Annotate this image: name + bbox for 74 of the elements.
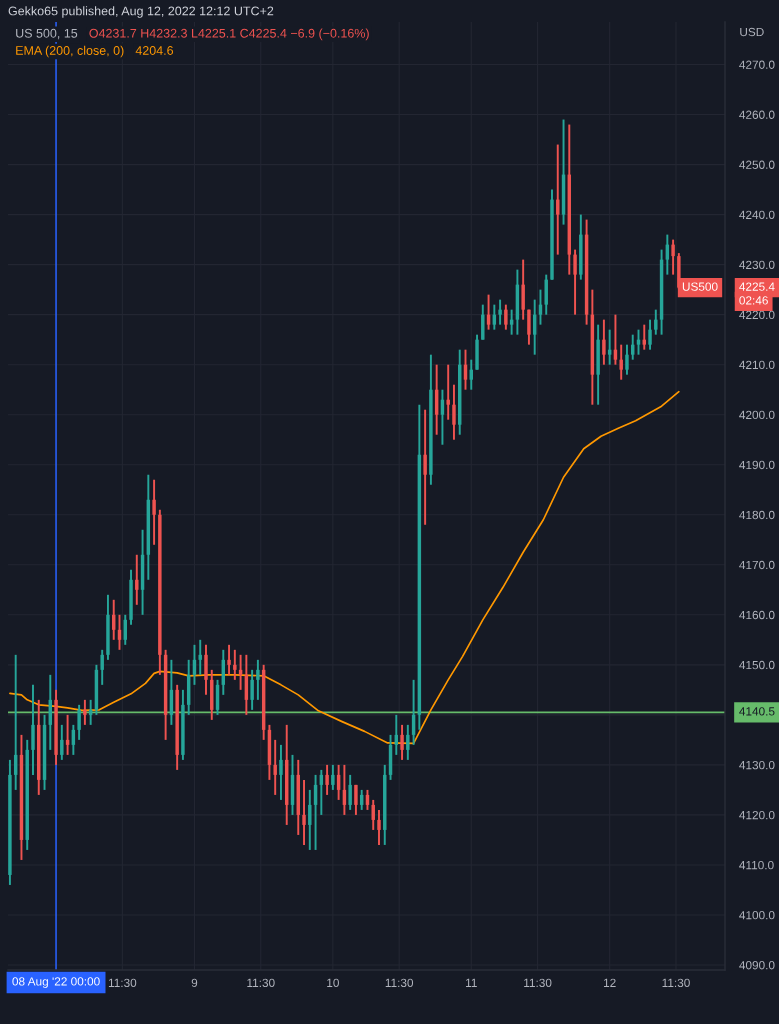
y-tick-label: 4240.0 (739, 210, 775, 219)
candlestick (573, 248, 577, 316)
candlestick (279, 743, 283, 801)
text: 4225.4 (739, 282, 775, 291)
y-tick-label: 4120.0 (739, 810, 775, 820)
candlestick (77, 703, 81, 741)
candlestick (227, 643, 231, 676)
candlestick (377, 808, 381, 846)
annotation: US500 (682, 282, 718, 291)
candlestick (498, 298, 502, 326)
candlestick (452, 383, 456, 441)
candlestick (671, 238, 675, 276)
y-axis-title: USD (740, 27, 764, 37)
y-tick-label: 4270.0 (739, 60, 775, 69)
ref-line-label: 4140.5 (739, 707, 775, 716)
y-tick-label: 4200.0 (739, 410, 775, 420)
text: EMA (200, close, 0) (16, 45, 124, 58)
candlestick (100, 648, 104, 686)
candlestick (625, 343, 629, 376)
y-tick-label: 4250.0 (739, 160, 775, 169)
annotation: O4231.7 H4232.3 L4225.1 C4225.4 −6.9 (−0.16%) (89, 28, 369, 41)
x-tick-label: 12 (604, 978, 616, 987)
candlestick (654, 308, 658, 336)
y-tick-label: 4190.0 (739, 460, 775, 470)
y-tick-label: 4100.0 (739, 911, 775, 920)
candlestick (302, 778, 306, 846)
line-series (9, 390, 680, 745)
y-tick-label: 4220.0 (739, 310, 775, 320)
x-tick-label: 11:30 (247, 978, 275, 987)
annotation: 4204.6 (135, 46, 174, 55)
candlestick (152, 478, 156, 546)
y-tick-label: 4160.0 (739, 610, 775, 620)
candlestick (273, 738, 277, 796)
text: 02:46 (739, 296, 768, 305)
ref-line-label: 08 Aug '22 00:00 (12, 977, 100, 988)
candlestick (354, 783, 358, 816)
y-tick-label: 4180.0 (739, 510, 775, 520)
x-tick-label: 11 (466, 978, 477, 987)
candlestick (256, 658, 260, 701)
candlestick (83, 698, 87, 726)
chart-title: Gekko65 published, Aug 12, 2022 12:12 UTC+2 (8, 6, 274, 18)
y-tick-label: 4150.0 (739, 660, 775, 670)
y-tick-label: 4170.0 (739, 560, 775, 570)
candlestick (446, 363, 450, 421)
candlestick (60, 723, 64, 761)
candlestick (233, 648, 237, 681)
x-tick-label: 11:30 (524, 978, 552, 987)
candlestick (423, 408, 427, 526)
candlestick (648, 318, 652, 351)
x-tick-label: 9 (191, 978, 198, 987)
candlestick (619, 343, 623, 381)
y-tick-label: 4260.0 (739, 110, 775, 119)
y-tick-label: 4210.0 (739, 360, 775, 370)
candlestick (400, 723, 404, 761)
y-tick-label: 4230.0 (739, 260, 775, 270)
candlestick (504, 303, 508, 331)
candlestick (348, 773, 352, 811)
y-tick-label: 4130.0 (739, 760, 775, 770)
x-tick-label: 11:30 (662, 978, 690, 987)
x-tick-label: 10 (327, 978, 339, 987)
candlestick (406, 723, 410, 761)
x-tick-label: 11:30 (108, 978, 137, 987)
candlestick (325, 763, 329, 796)
candlestick (198, 638, 202, 676)
candlestick (250, 668, 254, 711)
chart-subtitle: US 500, 15 (16, 28, 78, 40)
y-tick-label: 4090.0 (739, 961, 775, 970)
y-tick-label: 4110.0 (739, 860, 774, 870)
candlestick (331, 763, 335, 791)
candlestick (135, 553, 139, 606)
x-tick-label: 11:30 (385, 978, 414, 987)
candlestick (371, 798, 375, 831)
candlestick (308, 788, 312, 851)
candlestick (602, 318, 606, 366)
